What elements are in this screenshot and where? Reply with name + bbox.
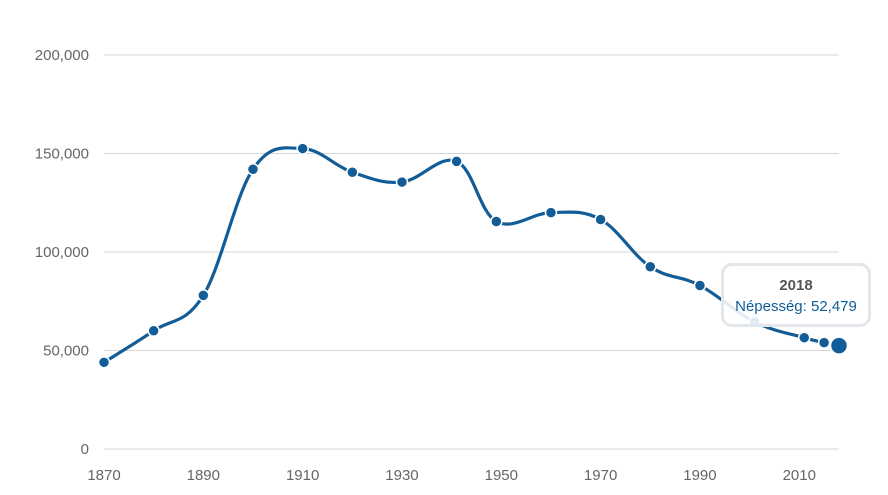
- tooltip-value: Népesség: 52,479: [735, 298, 857, 315]
- y-tick-label-2: 100,000: [35, 244, 89, 261]
- y-tick-label-0: 0: [81, 441, 89, 458]
- population-series-line: [102, 146, 841, 364]
- data-point-1930[interactable]: [395, 175, 409, 189]
- data-point-1910[interactable]: [296, 142, 309, 155]
- data-point-1900[interactable]: [246, 163, 260, 176]
- data-point-1870[interactable]: [97, 356, 111, 369]
- data-point-1960[interactable]: [544, 206, 558, 219]
- y-tick-label-1: 50,000: [43, 343, 89, 360]
- data-point-1880[interactable]: [147, 324, 160, 338]
- data-point-1990[interactable]: [693, 279, 707, 292]
- data-point-2011[interactable]: [797, 331, 811, 344]
- x-tick-label-6: 1990: [683, 467, 716, 484]
- data-point-1980[interactable]: [644, 260, 657, 274]
- data-points[interactable]: [97, 142, 850, 369]
- active-data-point-2018[interactable]: [828, 335, 850, 356]
- chart-tooltip: 2018 Népesség: 52,479: [721, 263, 871, 327]
- data-point-1949[interactable]: [490, 215, 503, 228]
- x-axis-labels: 1870 1890 1910 1930 1950 1970 1990 2010: [87, 467, 816, 484]
- x-tick-label-7: 2010: [783, 467, 816, 484]
- x-tick-label-0: 1870: [87, 467, 120, 484]
- x-tick-label-3: 1930: [385, 467, 418, 484]
- y-tick-label-3: 150,000: [35, 146, 89, 163]
- data-point-1920[interactable]: [346, 165, 359, 179]
- x-tick-label-2: 1910: [286, 467, 319, 484]
- data-point-1890[interactable]: [197, 289, 210, 302]
- data-point-2015[interactable]: [817, 336, 831, 349]
- tooltip-title: 2018: [779, 277, 813, 294]
- x-tick-label-1: 1890: [187, 467, 220, 484]
- data-point-1941[interactable]: [450, 155, 463, 168]
- x-tick-label-4: 1950: [485, 467, 518, 484]
- gridlines: [104, 54, 839, 450]
- y-tick-label-4: 200,000: [35, 47, 89, 64]
- x-tick-label-5: 1970: [584, 467, 617, 484]
- y-axis-labels: 0 50,000 100,000 150,000 200,000: [35, 47, 89, 458]
- data-point-1970[interactable]: [594, 213, 607, 226]
